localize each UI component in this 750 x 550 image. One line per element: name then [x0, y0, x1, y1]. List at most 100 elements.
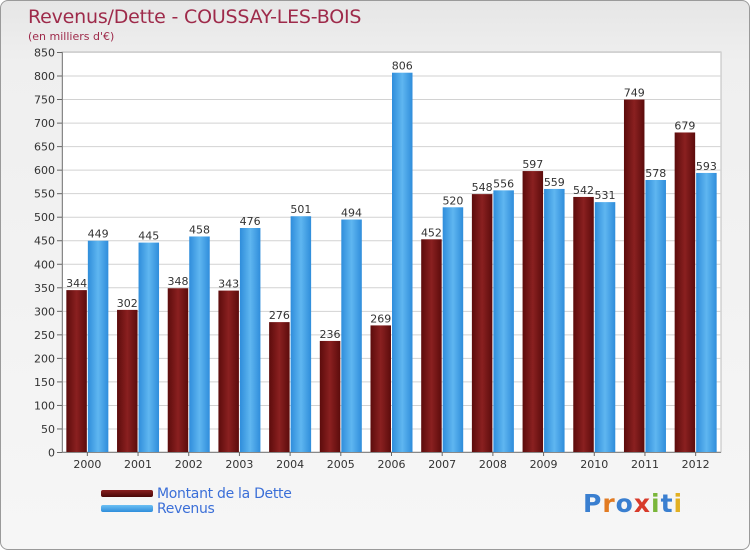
x-tick-label: 2004: [276, 458, 304, 471]
x-tick-label: 2001: [124, 458, 152, 471]
bar-revenus: [87, 240, 109, 452]
y-tick-label: 650: [34, 141, 55, 154]
bar-debt: [117, 309, 138, 452]
bar-debt: [623, 99, 645, 452]
y-tick-label: 450: [34, 235, 55, 248]
y-tick-label: 500: [34, 211, 55, 224]
y-tick-label: 100: [34, 399, 55, 412]
data-label-revenus: 494: [341, 207, 362, 220]
y-tick-label: 0: [48, 447, 55, 460]
x-tick-label: 2006: [378, 458, 406, 471]
x-tick-label: 2011: [631, 458, 659, 471]
logo-letter: r: [602, 489, 616, 518]
bar-revenus: [392, 72, 413, 453]
bar-debt: [66, 290, 87, 452]
x-tick-label: 2003: [225, 458, 253, 471]
data-label-debt: 236: [320, 328, 341, 341]
bar-revenus: [189, 236, 210, 452]
bar-revenus: [645, 180, 666, 452]
y-tick-label: 700: [34, 117, 55, 130]
data-label-debt: 269: [370, 312, 391, 325]
logo-letter: o: [615, 489, 634, 518]
y-tick-label: 850: [34, 47, 55, 60]
legend-label-revenus: Revenus: [157, 501, 215, 517]
data-label-debt: 749: [624, 87, 645, 100]
y-tick-label: 600: [34, 164, 55, 177]
x-tick-label: 2012: [682, 458, 710, 471]
bar-revenus: [696, 172, 717, 453]
bar-debt: [167, 288, 189, 452]
data-label-debt: 679: [674, 119, 695, 132]
logo-letter: t: [660, 489, 674, 518]
bar-revenus: [138, 242, 160, 452]
data-label-revenus: 559: [544, 176, 565, 189]
legend-swatch-revenus: [101, 505, 153, 512]
data-label-revenus: 806: [392, 60, 413, 73]
bar-revenus: [493, 190, 514, 452]
data-label-debt: 276: [269, 309, 290, 322]
data-label-debt: 452: [421, 226, 442, 239]
legend-label-debt: Montant de la Dette: [157, 486, 292, 502]
bar-revenus: [544, 188, 565, 453]
x-tick-label: 2002: [175, 458, 203, 471]
logo-letter: i: [673, 489, 684, 518]
x-tick-label: 2005: [327, 458, 355, 471]
logo-letter: x: [633, 489, 651, 518]
bar-debt: [319, 340, 341, 452]
data-label-debt: 348: [167, 275, 188, 288]
data-label-revenus: 556: [493, 177, 514, 190]
logo-letter: i: [651, 489, 661, 518]
data-label-revenus: 445: [138, 230, 159, 243]
bar-revenus: [290, 216, 312, 452]
plot-area: [61, 51, 722, 453]
y-tick-label: 750: [34, 94, 55, 107]
x-tick-label: 2007: [428, 458, 456, 471]
data-label-revenus: 593: [696, 160, 717, 173]
data-label-revenus: 531: [595, 189, 616, 202]
data-label-debt: 542: [573, 184, 594, 197]
bar-revenus: [239, 228, 261, 452]
chart-subtitle: (en milliers d'€): [28, 30, 115, 43]
x-tick-label: 2000: [73, 458, 101, 471]
chart-title: Revenus/Dette - COUSSAY-LES-BOIS: [28, 6, 362, 28]
bar-revenus: [594, 202, 616, 452]
data-label-debt: 597: [522, 158, 543, 171]
y-tick-label: 800: [34, 70, 55, 83]
y-tick-label: 150: [34, 376, 55, 389]
data-label-debt: 548: [472, 181, 493, 194]
bar-debt: [421, 239, 442, 452]
y-tick-label: 550: [34, 188, 55, 201]
bar-debt: [573, 196, 594, 452]
bar-debt: [471, 194, 493, 452]
bars-layer: 344 449 302 445 348 458 343 476 276 501 236 494 269 8…: [66, 60, 717, 453]
data-label-revenus: 458: [189, 223, 210, 236]
data-label-revenus: 520: [442, 194, 463, 207]
x-tick-label: 2010: [580, 458, 608, 471]
data-label-debt: 344: [66, 277, 87, 290]
data-label-revenus: 578: [645, 167, 666, 180]
data-label-revenus: 501: [290, 203, 311, 216]
y-tick-label: 250: [34, 329, 55, 342]
bar-debt: [269, 322, 290, 452]
y-tick-label: 200: [34, 352, 55, 365]
bar-debt: [218, 290, 239, 452]
x-tick-label: 2008: [479, 458, 507, 471]
x-tick-label: 2009: [530, 458, 558, 471]
proxiti-logo: Proxiti: [583, 489, 683, 518]
bar-revenus: [442, 207, 464, 452]
bar-debt: [522, 171, 544, 452]
data-label-debt: 302: [117, 297, 138, 310]
bar-revenus: [341, 219, 362, 452]
y-tick-label: 350: [34, 282, 55, 295]
logo-letter: P: [583, 489, 603, 518]
data-label-debt: 343: [218, 278, 239, 291]
legend-swatch-debt: [101, 490, 153, 497]
data-label-revenus: 476: [240, 215, 261, 228]
data-label-revenus: 449: [88, 228, 109, 241]
y-tick-label: 50: [41, 423, 55, 436]
bar-debt: [674, 132, 696, 452]
bar-debt: [370, 325, 391, 452]
y-tick-label: 400: [34, 258, 55, 271]
